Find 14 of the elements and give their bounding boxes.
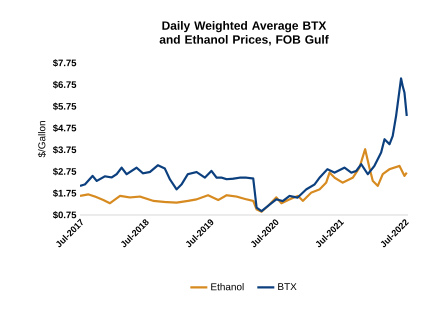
legend-label: BTX (278, 283, 297, 290)
y-tick-label: $5.75 (52, 102, 76, 110)
legend-label: Ethanol (211, 283, 244, 290)
line-series (80, 148, 408, 213)
y-axis-title: $/Gallon (38, 121, 46, 158)
y-tick-label: $0.75 (52, 211, 76, 219)
y-tick-label: $7.75 (52, 59, 76, 67)
y-tick-label: $6.75 (52, 80, 76, 89)
y-tick-label: $3.75 (52, 146, 76, 154)
line-series (80, 77, 408, 212)
y-tick-label: $4.75 (52, 124, 76, 132)
y-tick-label: $1.75 (52, 189, 76, 198)
chart-title: Daily Weighted Average BTX and Ethanol Prices, FOB Gulf (160, 21, 329, 46)
y-tick-label: $2.75 (52, 168, 76, 176)
